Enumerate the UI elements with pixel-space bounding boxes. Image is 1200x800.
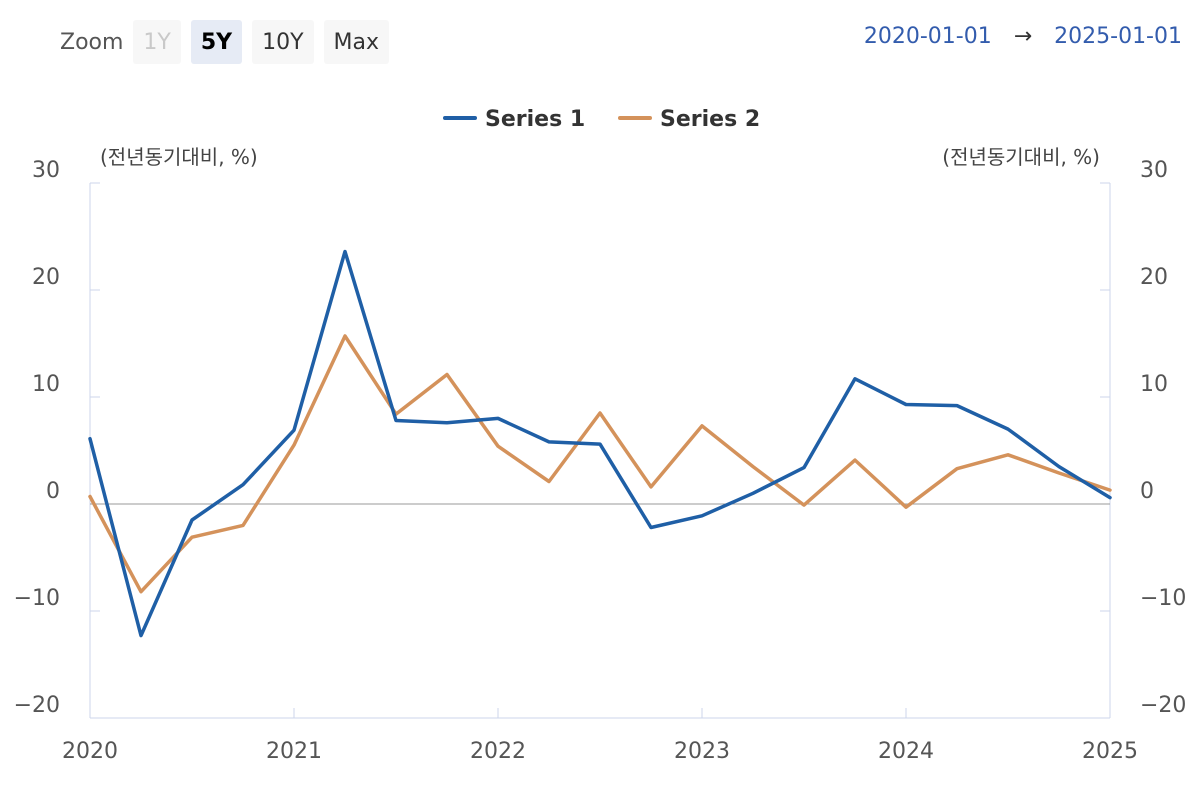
- range-to-input[interactable]: 2025-01-01: [1054, 24, 1182, 49]
- right-tick-label: 30: [1140, 158, 1168, 183]
- zoom-5y-button[interactable]: 5Y: [190, 20, 243, 64]
- zoom-10y-button[interactable]: 10Y: [252, 20, 314, 64]
- x-tick-label: 2020: [62, 739, 118, 764]
- legend-label: Series 1: [485, 107, 585, 132]
- range-arrow: →: [1013, 24, 1033, 49]
- date-range: 2020-01-01 → 2025-01-01: [864, 24, 1182, 49]
- x-tick-label: 2025: [1082, 739, 1138, 764]
- x-tick-label: 2023: [674, 739, 730, 764]
- zoom-toolbar: Zoom 1Y 5Y 10Y Max: [60, 20, 390, 64]
- zoom-label: Zoom: [60, 29, 124, 55]
- x-tick-label: 2022: [470, 739, 526, 764]
- right-tick-label: −10: [1140, 586, 1186, 611]
- left-axis-unit-label: (전년동기대비, %): [100, 145, 258, 169]
- left-tick-label: 30: [32, 158, 60, 183]
- x-tick-label: 2021: [266, 739, 322, 764]
- right-tick-label: 20: [1140, 265, 1168, 290]
- x-tick-label: 2024: [878, 739, 934, 764]
- left-tick-label: −10: [14, 586, 60, 611]
- right-tick-label: 0: [1140, 479, 1154, 504]
- series-2-line: [88, 334, 1112, 594]
- zoom-1y-button[interactable]: 1Y: [133, 20, 181, 64]
- legend-label: Series 2: [660, 107, 760, 132]
- left-tick-label: −20: [14, 693, 60, 718]
- range-from-input[interactable]: 2020-01-01: [863, 24, 992, 49]
- series-1-line: [88, 249, 1112, 638]
- right-tick-label: 10: [1140, 372, 1168, 397]
- left-tick-label: 0: [46, 479, 60, 504]
- right-tick-label: −20: [1140, 693, 1186, 718]
- right-axis-unit-label: (전년동기대비, %): [942, 145, 1100, 169]
- left-tick-label: 10: [32, 372, 60, 397]
- zoom-max-button[interactable]: Max: [323, 20, 390, 64]
- left-tick-label: 20: [32, 265, 60, 290]
